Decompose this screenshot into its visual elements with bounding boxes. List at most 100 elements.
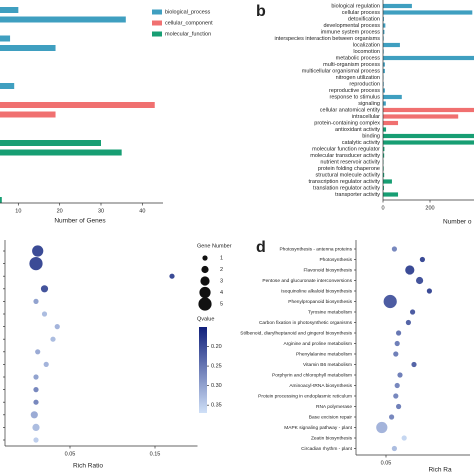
category-label: biological regulation [331,3,380,9]
legend-label: cellular_component [165,20,213,26]
category-label: structural molecule activity [316,172,381,178]
category-label: transcription regulator activity [308,179,380,185]
bar [383,101,386,106]
bar [383,10,473,15]
x-tick-label: 30 [98,208,104,214]
category-label: translation regulator activity [313,185,380,191]
category-label: RNA polymerase [316,404,352,410]
bar [383,153,385,158]
category-label: MAPK signaling pathway - plant [284,425,352,431]
point [32,245,44,257]
x-tick-label: 0.05 [381,460,392,466]
point [50,336,56,342]
category-label: Phenylalanine metabolism [296,351,352,357]
bar [383,3,412,9]
bar [383,185,384,191]
point [30,411,38,419]
bar [0,16,126,23]
x-tick-label: 20 [57,208,63,214]
category-label: Base excision repair [309,414,353,420]
x-axis-label: Rich Ra [428,467,452,474]
size-legend-mark [200,276,210,286]
point [43,361,49,367]
point [383,294,397,309]
category-label: Carbon fixation in photosynthetic organi… [259,320,353,326]
category-label: detoxification [348,16,380,22]
bar [383,192,399,197]
category-label: response to stimulus [330,94,381,100]
point [33,399,39,405]
bar [0,83,15,89]
bar [383,36,384,41]
bar [383,140,474,145]
bar [383,120,399,126]
x-tick-label: 0.15 [150,451,161,457]
bar [0,140,101,146]
bar [383,29,385,35]
point [411,361,417,368]
point [426,288,432,294]
category-label: Photosynthesis [319,257,352,263]
category-label: protein-containing complex [314,120,380,126]
category-label: nitrogen utilization [336,75,380,81]
point [396,330,402,336]
category-label: Zeatin biosynthesis [311,435,353,441]
category-label: antioxidant activity [335,127,380,133]
size-legend-label: 3 [220,278,223,284]
category-label: Arginine and proline metabolism [283,341,352,347]
x-tick-label: 0.05 [65,451,76,457]
x-axis-label: Number of Genes [54,218,106,225]
legend-label: biological_process [165,9,210,15]
category-label: multicellular organismal process [302,68,381,74]
point [391,445,397,452]
category-label: molecular transducer activity [310,153,380,159]
category-label: molecular function regulator [312,146,380,152]
bar [383,179,392,184]
legend-swatch [152,9,162,15]
size-legend-label: 1 [220,255,223,261]
category-label: binding [362,133,380,139]
bar [383,114,459,119]
bar [383,23,386,28]
point [389,414,395,420]
point [54,324,60,330]
size-legend-mark [198,297,212,311]
size-legend-label: 5 [220,301,223,307]
category-label: immune system process [321,29,381,35]
bar [383,62,385,67]
size-legend-mark [202,255,208,261]
category-label: intracellular [352,114,380,120]
category-label: Isoquinoline alkaloid biosynthesis [281,288,353,294]
bar [383,16,384,22]
size-legend-mark [201,265,209,274]
category-label: transporter activity [335,192,380,198]
bar [383,55,474,61]
point [33,387,39,393]
category-label: Pentose and glucuronate interconversions [262,278,352,284]
colorbar-tick-label: 0.25 [211,364,222,370]
x-axis-label: Rich Ratio [73,463,103,470]
bar [383,94,402,100]
bar [0,111,56,118]
colorbar-tick-label: 0.20 [211,344,222,350]
size-legend-title: Gene Number [197,243,232,249]
point [394,382,400,389]
point [416,276,424,285]
point [401,435,407,441]
point [393,351,399,357]
size-legend-mark [199,286,211,299]
bar [0,35,11,42]
point [419,256,425,263]
bar [383,81,384,87]
category-label: catalytic activity [342,140,380,146]
bar [383,172,385,178]
point [393,393,399,399]
x-tick-label: 10 [15,208,21,214]
point [391,246,397,252]
category-label: Stilbenoid, diarylheptanoid and gingerol… [240,330,352,336]
bar [0,7,19,13]
bar [383,127,387,132]
point [405,319,411,326]
